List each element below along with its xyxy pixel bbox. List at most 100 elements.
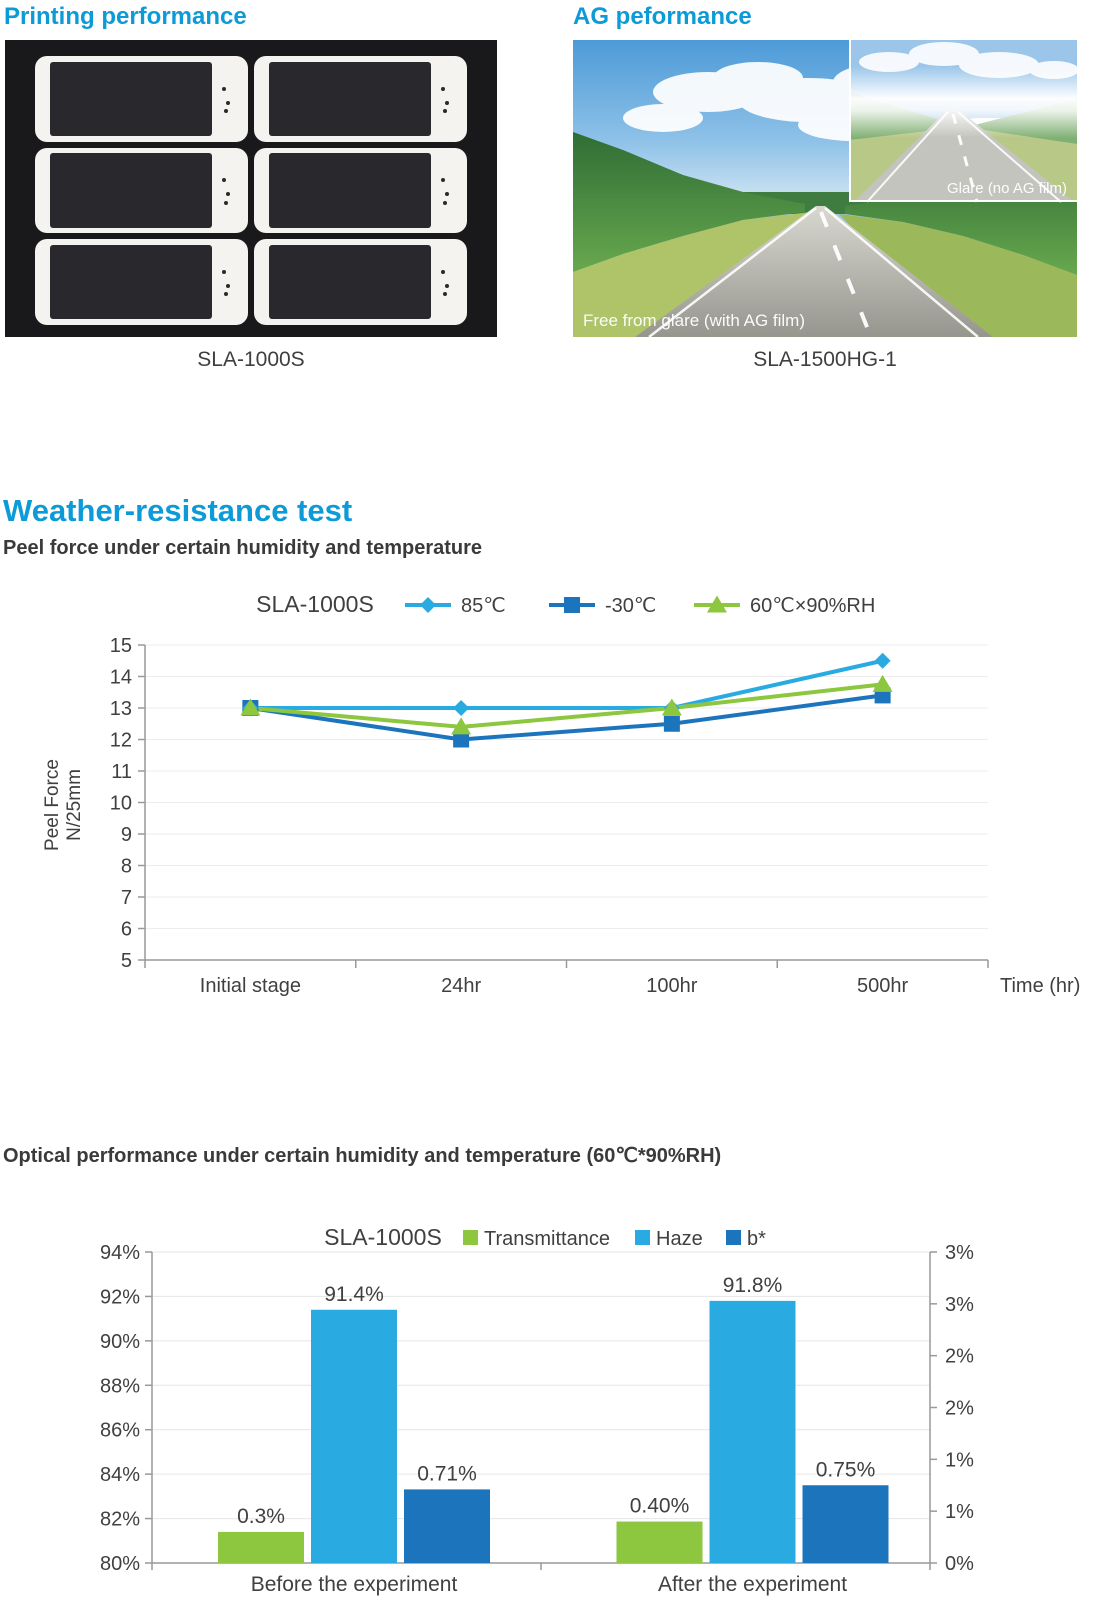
camera-dot — [223, 200, 228, 205]
camera-dot — [444, 100, 449, 105]
right-axis-label: 3% — [945, 1294, 974, 1316]
bar-haze — [311, 1309, 397, 1563]
optical-performance-title: Optical performance under certain humidi… — [3, 1145, 722, 1167]
left-axis-label: 82% — [100, 1509, 140, 1531]
camera-dot — [225, 283, 230, 288]
panel-screen-area — [49, 244, 212, 320]
x-axis-title: Time (hr) — [1000, 975, 1080, 997]
panel-screen-area — [49, 153, 212, 228]
legend-label: Haze — [656, 1228, 703, 1250]
panel-screen-area — [268, 61, 431, 137]
series-line — [250, 693, 883, 742]
camera-dot — [444, 283, 449, 288]
y-tick-label: 13 — [110, 698, 132, 720]
legend-swatch — [726, 1230, 741, 1245]
optical-performance-bar-chart: 94% 92% 90% 88% 86% 84% 82% 80% 3% 3% 2% 2% 1% 1% 0% SL… — [100, 1224, 974, 1596]
y-tick-label: 6 — [121, 919, 132, 941]
data-point-triangle — [240, 698, 261, 716]
camera-dot — [441, 178, 446, 183]
camera-dot — [222, 178, 227, 183]
y-tick-label: 14 — [110, 667, 132, 689]
left-axis-label: 90% — [100, 1331, 140, 1353]
legend-swatch — [635, 1230, 650, 1245]
x-category-label: Initial stage — [200, 975, 301, 997]
bar-value-label: 91.4% — [324, 1283, 384, 1306]
left-axis-label: 86% — [100, 1420, 140, 1442]
camera-dot — [442, 292, 447, 297]
camera-dot — [442, 109, 447, 114]
data-point-square — [663, 715, 680, 732]
camera-dot — [444, 192, 449, 197]
phone-grid — [35, 56, 467, 325]
weather-resistance-title: Weather-resistance test — [3, 493, 353, 528]
bar-bstar — [404, 1489, 490, 1563]
panel-screen-area — [49, 61, 212, 137]
printed-glass-panel — [254, 56, 467, 142]
legend-label: -30℃ — [605, 595, 656, 617]
camera-dot — [225, 192, 230, 197]
camera-dot — [222, 86, 227, 91]
left-axis-label: 92% — [100, 1286, 140, 1308]
x-category-label: Before the experiment — [251, 1573, 458, 1596]
y-tick-label: 7 — [121, 887, 132, 909]
left-axis-label: 94% — [100, 1242, 140, 1264]
with-ag-film-label: Free from glare (with AG film) — [583, 311, 805, 330]
bar-transmittance — [616, 1521, 703, 1563]
y-tick-label: 15 — [110, 635, 132, 657]
right-axis-label: 1% — [945, 1449, 974, 1471]
road — [635, 206, 993, 337]
x-category-label: After the experiment — [658, 1573, 847, 1596]
printed-glass-panel — [35, 147, 248, 234]
bar-value-label: 0.71% — [417, 1462, 477, 1485]
ag-caption: SLA-1500HG-1 — [753, 348, 897, 371]
y-tick-label: 11 — [111, 761, 132, 783]
printing-performance-title: Printing performance — [4, 3, 247, 30]
series-line — [250, 658, 884, 710]
left-axis-label: 88% — [100, 1375, 140, 1397]
data-point-square — [453, 731, 470, 748]
data-point-diamond — [453, 700, 470, 716]
bar-value-label: 0.3% — [237, 1505, 285, 1528]
camera-dot — [441, 270, 446, 275]
left-axis-label: 84% — [100, 1464, 140, 1486]
printing-sample-photo — [5, 40, 497, 337]
ag-performance-title: AG peformance — [573, 3, 752, 30]
camera-dot — [442, 200, 447, 205]
right-axis-label: 1% — [945, 1501, 974, 1523]
line-chart-title: SLA-1000S — [256, 591, 374, 617]
legend-label: 60℃×90%RH — [750, 595, 875, 617]
camera-dot — [223, 109, 228, 114]
no-ag-film-label: Glare (no AG film) — [946, 180, 1067, 197]
glare-band — [849, 66, 1077, 138]
bar-transmittance — [218, 1531, 304, 1563]
bar-haze — [709, 1300, 796, 1563]
legend-label: Transmittance — [484, 1228, 610, 1250]
panel-screen-area — [268, 153, 431, 228]
peel-force-subtitle: Peel force under certain humidity and te… — [3, 537, 483, 559]
bar-value-label: 0.75% — [816, 1458, 876, 1481]
bar-value-label: 0.40% — [630, 1495, 690, 1518]
right-axis-label: 0% — [945, 1553, 974, 1575]
printing-caption: SLA-1000S — [197, 348, 305, 371]
printed-glass-panel — [254, 239, 467, 325]
y-tick-label: 8 — [121, 856, 132, 878]
printed-glass-panel — [35, 56, 248, 142]
y-tick-label: 5 — [121, 950, 132, 972]
panel-screen-area — [268, 244, 431, 320]
data-point-triangle — [451, 717, 472, 735]
x-category-label: 24hr — [441, 975, 481, 997]
data-point-diamond — [874, 652, 891, 669]
right-axis-label: 2% — [945, 1398, 974, 1420]
data-point-triangle — [661, 698, 682, 716]
data-point-triangle — [872, 674, 893, 692]
printed-glass-panel — [254, 147, 467, 234]
right-axis-label: 3% — [945, 1242, 974, 1264]
road-center-line — [819, 211, 873, 338]
y-tick-label: 9 — [121, 824, 132, 846]
legend-label: b* — [747, 1228, 766, 1250]
bar-chart-title: SLA-1000S — [324, 1224, 442, 1250]
legend-swatch — [463, 1230, 478, 1245]
ag-comparison-photo: Free from glare (with AG film) Glare (no… — [573, 40, 1079, 338]
y-axis-title: Peel ForceN/25mm — [42, 759, 85, 851]
